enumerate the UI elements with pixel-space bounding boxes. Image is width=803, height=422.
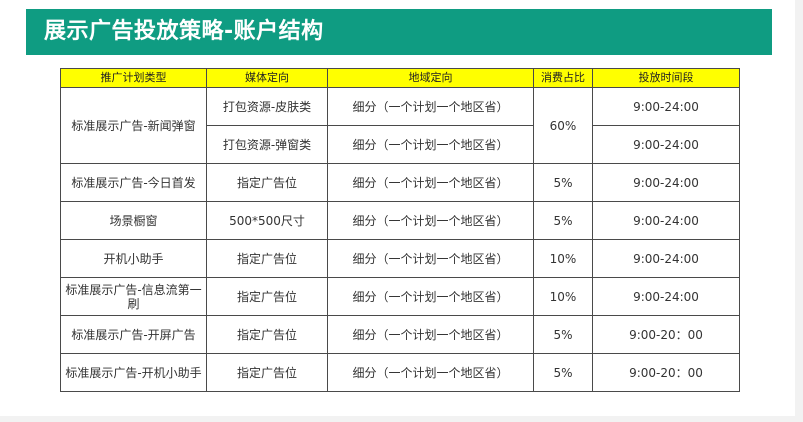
cell-media-targeting: 指定广告位: [206, 353, 328, 392]
cell-time-slot: 9:00-24:00: [592, 125, 740, 164]
cell-media-targeting: 指定广告位: [206, 239, 328, 278]
table-row: 标准展示广告-今日首发 指定广告位 细分（一个计划一个地区省） 5% 9:00-…: [60, 163, 740, 202]
cell-plan-type: 开机小助手: [60, 239, 207, 278]
cell-region-targeting: 细分（一个计划一个地区省）: [327, 201, 534, 240]
cell-time-slot: 9:00-20：00: [592, 315, 740, 354]
table-row: 标准展示广告-新闻弹窗 打包资源-皮肤类 细分（一个计划一个地区省） 60% 9…: [60, 87, 740, 164]
cell-region-targeting: 细分（一个计划一个地区省）: [327, 315, 534, 354]
cell-spend-share: 5%: [533, 163, 593, 202]
cell-region-targeting: 细分（一个计划一个地区省）: [327, 87, 534, 126]
cell-media-targeting: 打包资源-弹窗类: [206, 125, 328, 164]
table-row: 场景橱窗 500*500尺寸 细分（一个计划一个地区省） 5% 9:00-24:…: [60, 201, 740, 240]
account-structure-table: 推广计划类型 媒体定向 地域定向 消费占比 投放时间段 标准展示广告-新闻弹窗 …: [60, 68, 740, 392]
table-row: 标准展示广告-开屏广告 指定广告位 细分（一个计划一个地区省） 5% 9:00-…: [60, 315, 740, 354]
cell-spend-share: 5%: [533, 315, 593, 354]
cell-region-targeting: 细分（一个计划一个地区省）: [327, 163, 534, 202]
cell-region-targeting: 细分（一个计划一个地区省）: [327, 277, 534, 316]
table-header-row: 推广计划类型 媒体定向 地域定向 消费占比 投放时间段: [60, 68, 740, 88]
header-media-targeting: 媒体定向: [206, 68, 328, 88]
table-row: 开机小助手 指定广告位 细分（一个计划一个地区省） 10% 9:00-24:00: [60, 239, 740, 278]
cell-media-targeting: 指定广告位: [206, 277, 328, 316]
page-title: 展示广告投放策略-账户结构: [26, 9, 772, 55]
cell-plan-type: 场景橱窗: [60, 201, 207, 240]
cell-plan-type: 标准展示广告-开屏广告: [60, 315, 207, 354]
cell-spend-share: 10%: [533, 239, 593, 278]
cell-media-targeting: 指定广告位: [206, 163, 328, 202]
cell-spend-share: 5%: [533, 353, 593, 392]
cell-media-targeting: 打包资源-皮肤类: [206, 87, 328, 126]
header-spend-share: 消费占比: [533, 68, 593, 88]
table-row: 标准展示广告-开机小助手 指定广告位 细分（一个计划一个地区省） 5% 9:00…: [60, 353, 740, 392]
cell-spend-share: 60%: [533, 87, 593, 164]
cell-time-slot: 9:00-24:00: [592, 201, 740, 240]
header-plan-type: 推广计划类型: [60, 68, 207, 88]
cell-time-slot: 9:00-20：00: [592, 353, 740, 392]
header-time-slot: 投放时间段: [592, 68, 740, 88]
cell-time-slot: 9:00-24:00: [592, 239, 740, 278]
cell-media-targeting: 指定广告位: [206, 315, 328, 354]
cell-plan-type: 标准展示广告-新闻弹窗: [60, 87, 207, 164]
cell-time-slot: 9:00-24:00: [592, 87, 740, 126]
cell-region-targeting: 细分（一个计划一个地区省）: [327, 239, 534, 278]
cell-time-slot: 9:00-24:00: [592, 277, 740, 316]
cell-plan-type: 标准展示广告-开机小助手: [60, 353, 207, 392]
header-region-targeting: 地域定向: [327, 68, 534, 88]
cell-region-targeting: 细分（一个计划一个地区省）: [327, 125, 534, 164]
cell-spend-share: 5%: [533, 201, 593, 240]
cell-plan-type: 标准展示广告-今日首发: [60, 163, 207, 202]
cell-media-targeting: 500*500尺寸: [206, 201, 328, 240]
cell-plan-type: 标准展示广告-信息流第一刷: [60, 277, 207, 316]
table-row: 标准展示广告-信息流第一刷 指定广告位 细分（一个计划一个地区省） 10% 9:…: [60, 277, 740, 316]
cell-region-targeting: 细分（一个计划一个地区省）: [327, 353, 534, 392]
cell-time-slot: 9:00-24:00: [592, 163, 740, 202]
cell-spend-share: 10%: [533, 277, 593, 316]
